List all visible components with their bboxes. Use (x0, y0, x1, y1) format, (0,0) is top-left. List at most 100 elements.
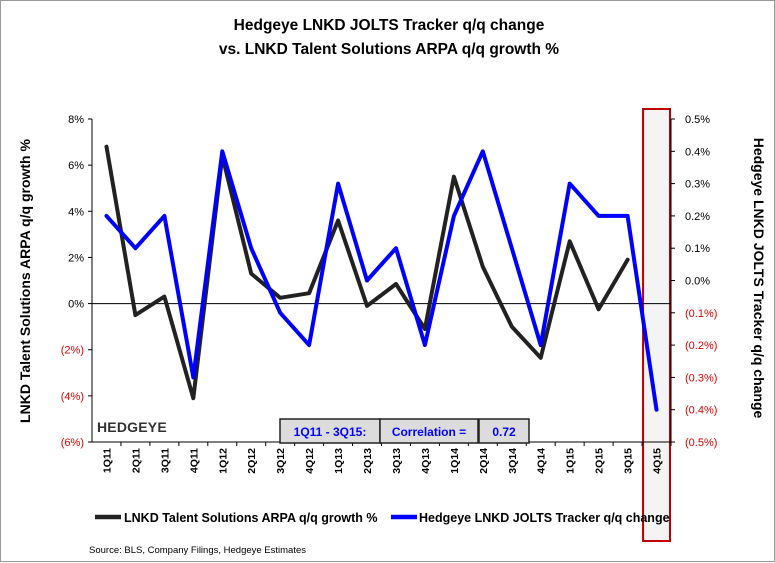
chart-title-line-2: vs. LNKD Talent Solutions ARPA q/q growt… (219, 41, 559, 58)
y-left-tick-label: 6% (68, 160, 84, 172)
data-point-jolts (192, 376, 194, 378)
y-left-tick-label: 2% (68, 252, 84, 264)
y-right-tick-label: (0.1%) (685, 308, 717, 320)
data-point-jolts (511, 247, 513, 249)
y-right-tick-label: 0.3% (685, 179, 710, 191)
x-tick-label: 1Q12 (217, 448, 229, 474)
annotation-label-box (379, 418, 479, 444)
x-tick-label: 3Q15 (623, 448, 635, 474)
series-lines (104, 144, 659, 412)
x-tick-label: 1Q15 (565, 448, 577, 474)
data-point-jolts (105, 215, 108, 217)
data-point-jolts (221, 150, 223, 152)
data-point-jolts (163, 215, 165, 217)
x-tick-label: 3Q14 (507, 448, 519, 474)
y-left-tick-label: (6%) (61, 437, 84, 449)
x-tick-label: 1Q11 (101, 448, 113, 473)
y-right-tick-label: (0.3%) (685, 372, 717, 384)
y-left-tick-label: 0% (68, 299, 84, 311)
data-point-jolts (540, 344, 542, 346)
data-point-arpa (134, 314, 137, 316)
data-point-arpa (279, 297, 281, 299)
data-point-arpa (337, 219, 339, 222)
x-tick-label: 4Q11 (188, 448, 200, 473)
annotation-period-box (279, 418, 381, 444)
source-note: Source: BLS, Company Filings, Hedgeye Es… (89, 545, 306, 556)
data-point-arpa (366, 305, 368, 307)
y-axis-right-title: Hedgeye LNKD JOLTS Tracker q/q change (751, 138, 767, 419)
data-point-jolts (453, 215, 455, 217)
x-tick-label: 1Q13 (333, 448, 345, 474)
x-tick-label: 3Q12 (275, 448, 287, 474)
data-point-jolts (134, 247, 137, 249)
data-point-arpa (105, 146, 108, 148)
data-point-arpa (453, 176, 455, 178)
x-tick-label: 2Q14 (478, 448, 490, 474)
legend-label-arpa: LNKD Talent Solutions ARPA q/q growth % (124, 511, 377, 525)
data-point-jolts (279, 312, 281, 314)
x-tick-label: 4Q12 (304, 448, 316, 474)
data-point-arpa (192, 397, 194, 399)
annotation-value-box (478, 418, 530, 444)
axes: 8% 6% 4% 2% 0% (2%) (4%) (6%) 0.5% 0.4% 0.3% 0.2% 0.… (61, 114, 718, 474)
y-left-tick-label: (4%) (61, 391, 84, 403)
x-tick-label: 2Q15 (594, 448, 606, 474)
brand-watermark: HEDGEYE (97, 419, 167, 435)
x-tick-label: 2Q12 (246, 448, 258, 474)
data-point-arpa (540, 357, 542, 359)
data-point-arpa (511, 326, 513, 328)
annotation-period: 1Q11 - 3Q15: (294, 425, 367, 439)
y-right-tick-label: 0.2% (685, 211, 710, 223)
x-tick-label: 3Q11 (159, 448, 171, 473)
y-right-tick-label: (0.4%) (685, 405, 717, 417)
x-tick-label: 4Q14 (536, 448, 548, 474)
data-point-arpa (395, 283, 397, 285)
data-point-arpa (569, 240, 571, 242)
data-point-arpa (482, 266, 484, 268)
annotation-label: Correlation = (392, 425, 466, 439)
data-point-arpa (626, 259, 629, 261)
forecast-highlight (642, 108, 671, 542)
x-tick-label: 1Q14 (449, 448, 461, 474)
y-right-tick-label: (0.5%) (685, 437, 717, 449)
x-tick-label: 4Q13 (420, 448, 432, 474)
data-point-arpa (598, 308, 600, 310)
data-point-jolts (569, 183, 571, 185)
y-right-tick-label: (0.2%) (685, 340, 717, 352)
series-line-arpa (104, 144, 630, 401)
x-tick-label: 3Q13 (391, 448, 403, 474)
y-right-tick-label: 0.0% (685, 276, 710, 288)
chart-title-line-1: Hedgeye LNKD JOLTS Tracker q/q change (234, 17, 545, 34)
data-point-jolts (655, 409, 658, 411)
data-point-jolts (482, 150, 484, 152)
highlight-box-4q15 (642, 108, 671, 542)
y-right-tick-label: 0.5% (685, 114, 710, 126)
legend-label-jolts: Hedgeye LNKD JOLTS Tracker q/q change (419, 511, 670, 525)
data-point-jolts (308, 344, 310, 346)
data-point-jolts (395, 247, 397, 249)
data-point-arpa (424, 328, 426, 330)
data-point-jolts (250, 247, 252, 249)
data-point-arpa (308, 292, 310, 294)
legend: LNKD Talent Solutions ARPA q/q growth % … (95, 511, 670, 525)
y-axis-left-title: LNKD Talent Solutions ARPA q/q growth % (17, 139, 33, 423)
data-point-jolts (626, 215, 629, 217)
data-point-arpa (163, 296, 165, 298)
x-tick-label: 2Q11 (130, 448, 142, 473)
x-tick-label: 4Q15 (652, 448, 664, 474)
y-left-tick-label: 8% (68, 114, 84, 126)
y-left-tick-label: (2%) (61, 345, 84, 357)
data-point-jolts (337, 183, 339, 185)
data-point-jolts (424, 344, 426, 346)
y-right-tick-label: 0.1% (685, 243, 710, 255)
annotation-value: 0.72 (492, 425, 516, 439)
data-point-jolts (598, 215, 600, 217)
data-point-jolts (366, 279, 368, 282)
series-line-jolts (104, 149, 659, 412)
y-right-tick-label: 0.4% (685, 146, 710, 158)
correlation-annotation: 1Q11 - 3Q15: Correlation = 0.72 (279, 418, 530, 444)
y-left-tick-label: 4% (68, 206, 84, 218)
x-tick-label: 2Q13 (362, 448, 374, 474)
